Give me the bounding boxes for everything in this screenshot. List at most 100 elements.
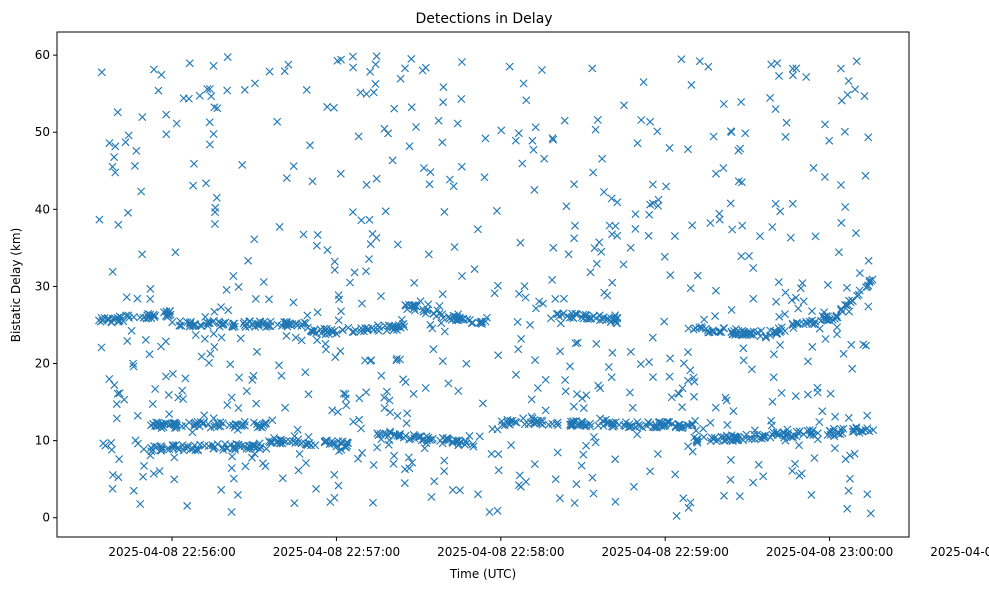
detection-point: [569, 314, 578, 323]
detection-point: [304, 433, 313, 441]
detection-point: [302, 459, 310, 467]
detection-point: [300, 318, 309, 327]
detection-point: [794, 304, 803, 313]
detection-point: [412, 123, 420, 131]
detection-point: [549, 243, 558, 252]
detection-point: [95, 215, 104, 224]
detection-point: [284, 60, 293, 69]
detection-point: [312, 484, 321, 493]
detection-point: [772, 297, 781, 306]
detection-point: [691, 324, 700, 333]
detection-point: [818, 407, 827, 416]
detection-point: [171, 422, 180, 431]
detection-point: [438, 357, 447, 366]
detection-point: [382, 326, 391, 335]
detection-point: [119, 317, 128, 326]
plot-frame: [56, 31, 910, 538]
detection-point: [837, 181, 845, 189]
detection-point: [428, 324, 437, 333]
detection-point: [110, 381, 119, 390]
detection-point: [277, 371, 286, 380]
detection-point: [382, 387, 391, 396]
detection-point: [761, 431, 770, 440]
detection-point: [588, 473, 597, 482]
detection-point: [581, 421, 590, 430]
detection-point: [195, 91, 204, 100]
detection-point: [741, 129, 750, 138]
detection-point: [453, 119, 462, 128]
detection-point: [470, 265, 479, 274]
detection-point: [475, 318, 484, 327]
detection-point: [212, 193, 221, 202]
detection-point: [684, 421, 693, 430]
detection-point: [169, 441, 178, 450]
detection-point: [729, 407, 738, 416]
detection-point: [186, 317, 195, 326]
detection-point: [331, 353, 340, 362]
detection-point: [248, 453, 256, 462]
detection-point: [539, 299, 547, 308]
detection-point: [573, 421, 582, 429]
detection-point: [737, 98, 746, 106]
detection-point: [591, 125, 600, 134]
detection-point: [123, 337, 132, 345]
detection-point: [864, 133, 873, 142]
detection-point: [333, 407, 342, 416]
detection-point: [210, 342, 219, 351]
detection-point: [141, 335, 150, 344]
detection-point: [303, 311, 312, 320]
detection-point: [238, 160, 247, 169]
detection-point: [631, 210, 640, 219]
detection-point: [522, 477, 530, 486]
detection-point: [589, 489, 598, 498]
detection-point: [492, 206, 501, 215]
detection-point: [478, 317, 487, 326]
detection-point: [844, 486, 853, 495]
detection-point: [363, 326, 372, 335]
detection-point: [823, 431, 832, 439]
detection-point: [171, 248, 180, 257]
detection-point: [259, 459, 267, 468]
detection-point: [533, 384, 542, 392]
detection-point: [289, 162, 298, 171]
detection-point: [675, 420, 684, 429]
detection-point: [200, 334, 209, 343]
detection-point: [560, 116, 569, 125]
detection-point: [111, 142, 120, 151]
detection-point: [105, 139, 114, 148]
detection-point: [735, 492, 744, 501]
detection-point: [168, 369, 177, 378]
detection-point: [349, 63, 358, 72]
detection-point: [706, 219, 715, 227]
detection-point: [473, 225, 482, 234]
detection-point: [183, 442, 192, 451]
detection-point: [511, 136, 520, 145]
detection-point: [392, 354, 401, 363]
detection-point: [422, 439, 431, 448]
detection-point: [709, 326, 717, 335]
detection-point: [833, 330, 841, 339]
detection-point: [400, 479, 409, 488]
detection-point: [852, 229, 860, 238]
detection-point: [149, 311, 158, 319]
detection-point: [251, 79, 259, 88]
detection-point: [294, 438, 303, 447]
detection-point: [120, 395, 129, 404]
detection-point: [448, 439, 457, 447]
detection-point: [864, 256, 873, 265]
detection-point: [474, 490, 482, 499]
detection-point: [809, 163, 818, 172]
detection-point: [393, 411, 402, 420]
detection-point: [541, 375, 550, 384]
detection-point: [110, 153, 119, 162]
detection-point: [620, 101, 628, 110]
detection-point: [577, 461, 586, 470]
detection-point: [823, 280, 832, 289]
detection-point: [230, 322, 239, 331]
detection-point: [440, 456, 449, 465]
detection-point: [334, 316, 343, 325]
detection-point: [185, 59, 194, 68]
detection-point: [445, 175, 454, 184]
y-tick-label: 0: [42, 511, 50, 525]
detection-point: [113, 108, 122, 117]
